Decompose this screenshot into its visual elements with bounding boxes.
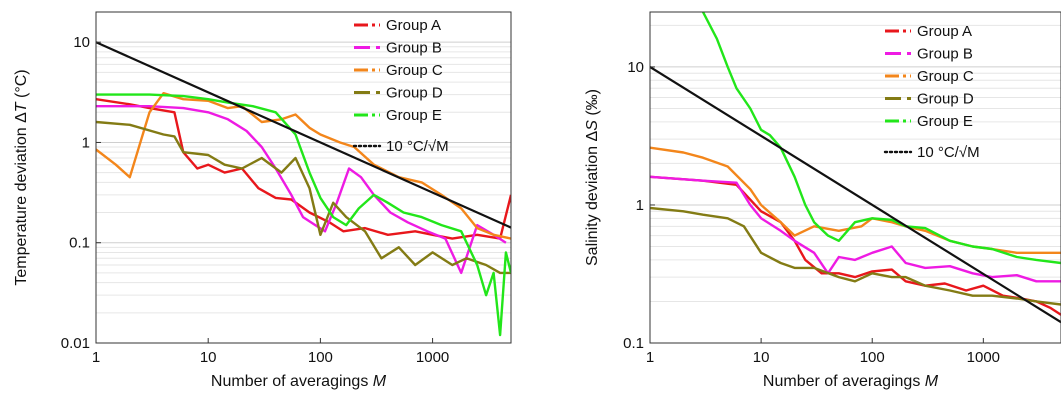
legend-item-group-e: Group E [885,113,973,130]
legend-label: 10 °C/√M [386,138,449,155]
legend-label: Group D [917,91,974,108]
series-lines [650,12,1061,324]
temperature-deviation-chart: 1 10 100 1000 0.01 0.1 1 10 Number of averagings… [13,11,512,390]
x-tick-label: 1 [92,349,100,366]
axis-ticks: 1 10 100 1000 0.01 0.1 1 10 [61,34,449,366]
y-axis-label: Salinity deviation ΔS (‰) [584,89,601,266]
series-line-group-b [650,175,1061,283]
legend: Group A Group B Group C Group D Group E 10 °C… [883,23,980,161]
legend-item-group-d: Group D [354,85,443,102]
legend-label: Group C [386,62,443,79]
series-line-group-e [96,93,511,337]
y-tick-label: 10 [73,34,90,51]
series-line-group-d [96,120,511,275]
x-tick-label: 1 [646,349,654,366]
series-line-reference [96,41,511,229]
series-line-reference [650,65,1061,324]
legend-item-reference: 10 °C/√M [883,144,980,161]
series-lines [96,41,511,337]
x-tick-label: 10 [753,349,770,366]
x-tick-label: 100 [860,349,885,366]
legend-label: Group A [386,17,441,34]
legend-label: Group C [917,68,974,85]
legend-label: Group E [917,113,973,130]
x-tick-label: 100 [308,349,333,366]
y-tick-label: 0.01 [61,335,90,352]
legend-item-group-a: Group A [885,23,972,40]
y-tick-label: 0.1 [623,335,644,352]
plot-frame [649,11,1061,344]
legend-label: 10 °C/√M [917,144,980,161]
y-axis-label: Temperature deviation ΔT (°C) [13,69,30,285]
x-axis-label: Number of averagings M [763,373,939,390]
x-tick-label: 1000 [416,349,449,366]
legend-label: Group D [386,85,443,102]
y-tick-label: 10 [627,59,644,76]
legend-label: Group E [386,107,442,124]
x-tick-label: 1000 [967,349,1000,366]
series-line-group-a [650,175,1061,316]
series-line-group-b [96,104,507,275]
legend-item-group-d: Group D [885,91,974,108]
legend-item-group-c: Group C [885,68,974,85]
y-tick-label: 0.1 [69,235,90,252]
y-tick-label: 1 [82,134,90,151]
legend-label: Group A [917,23,972,40]
plot-frame [95,11,512,344]
legend-item-group-c: Group C [354,62,443,79]
y-tick-label: 1 [636,197,644,214]
legend: Group A Group B Group C Group D Group E 10 °C… [352,17,449,155]
legend-label: Group B [917,46,973,63]
legend-item-group-b: Group B [354,40,442,57]
legend-label: Group B [386,40,442,57]
legend-item-group-e: Group E [354,107,442,124]
x-tick-label: 10 [200,349,217,366]
legend-item-group-b: Group B [885,46,973,63]
x-axis-label: Number of averagings M [211,373,387,390]
series-line-group-e [701,12,1061,265]
legend-item-group-a: Group A [354,17,441,34]
series-line-group-d [650,206,1061,306]
legend-item-reference: 10 °C/√M [352,138,449,155]
